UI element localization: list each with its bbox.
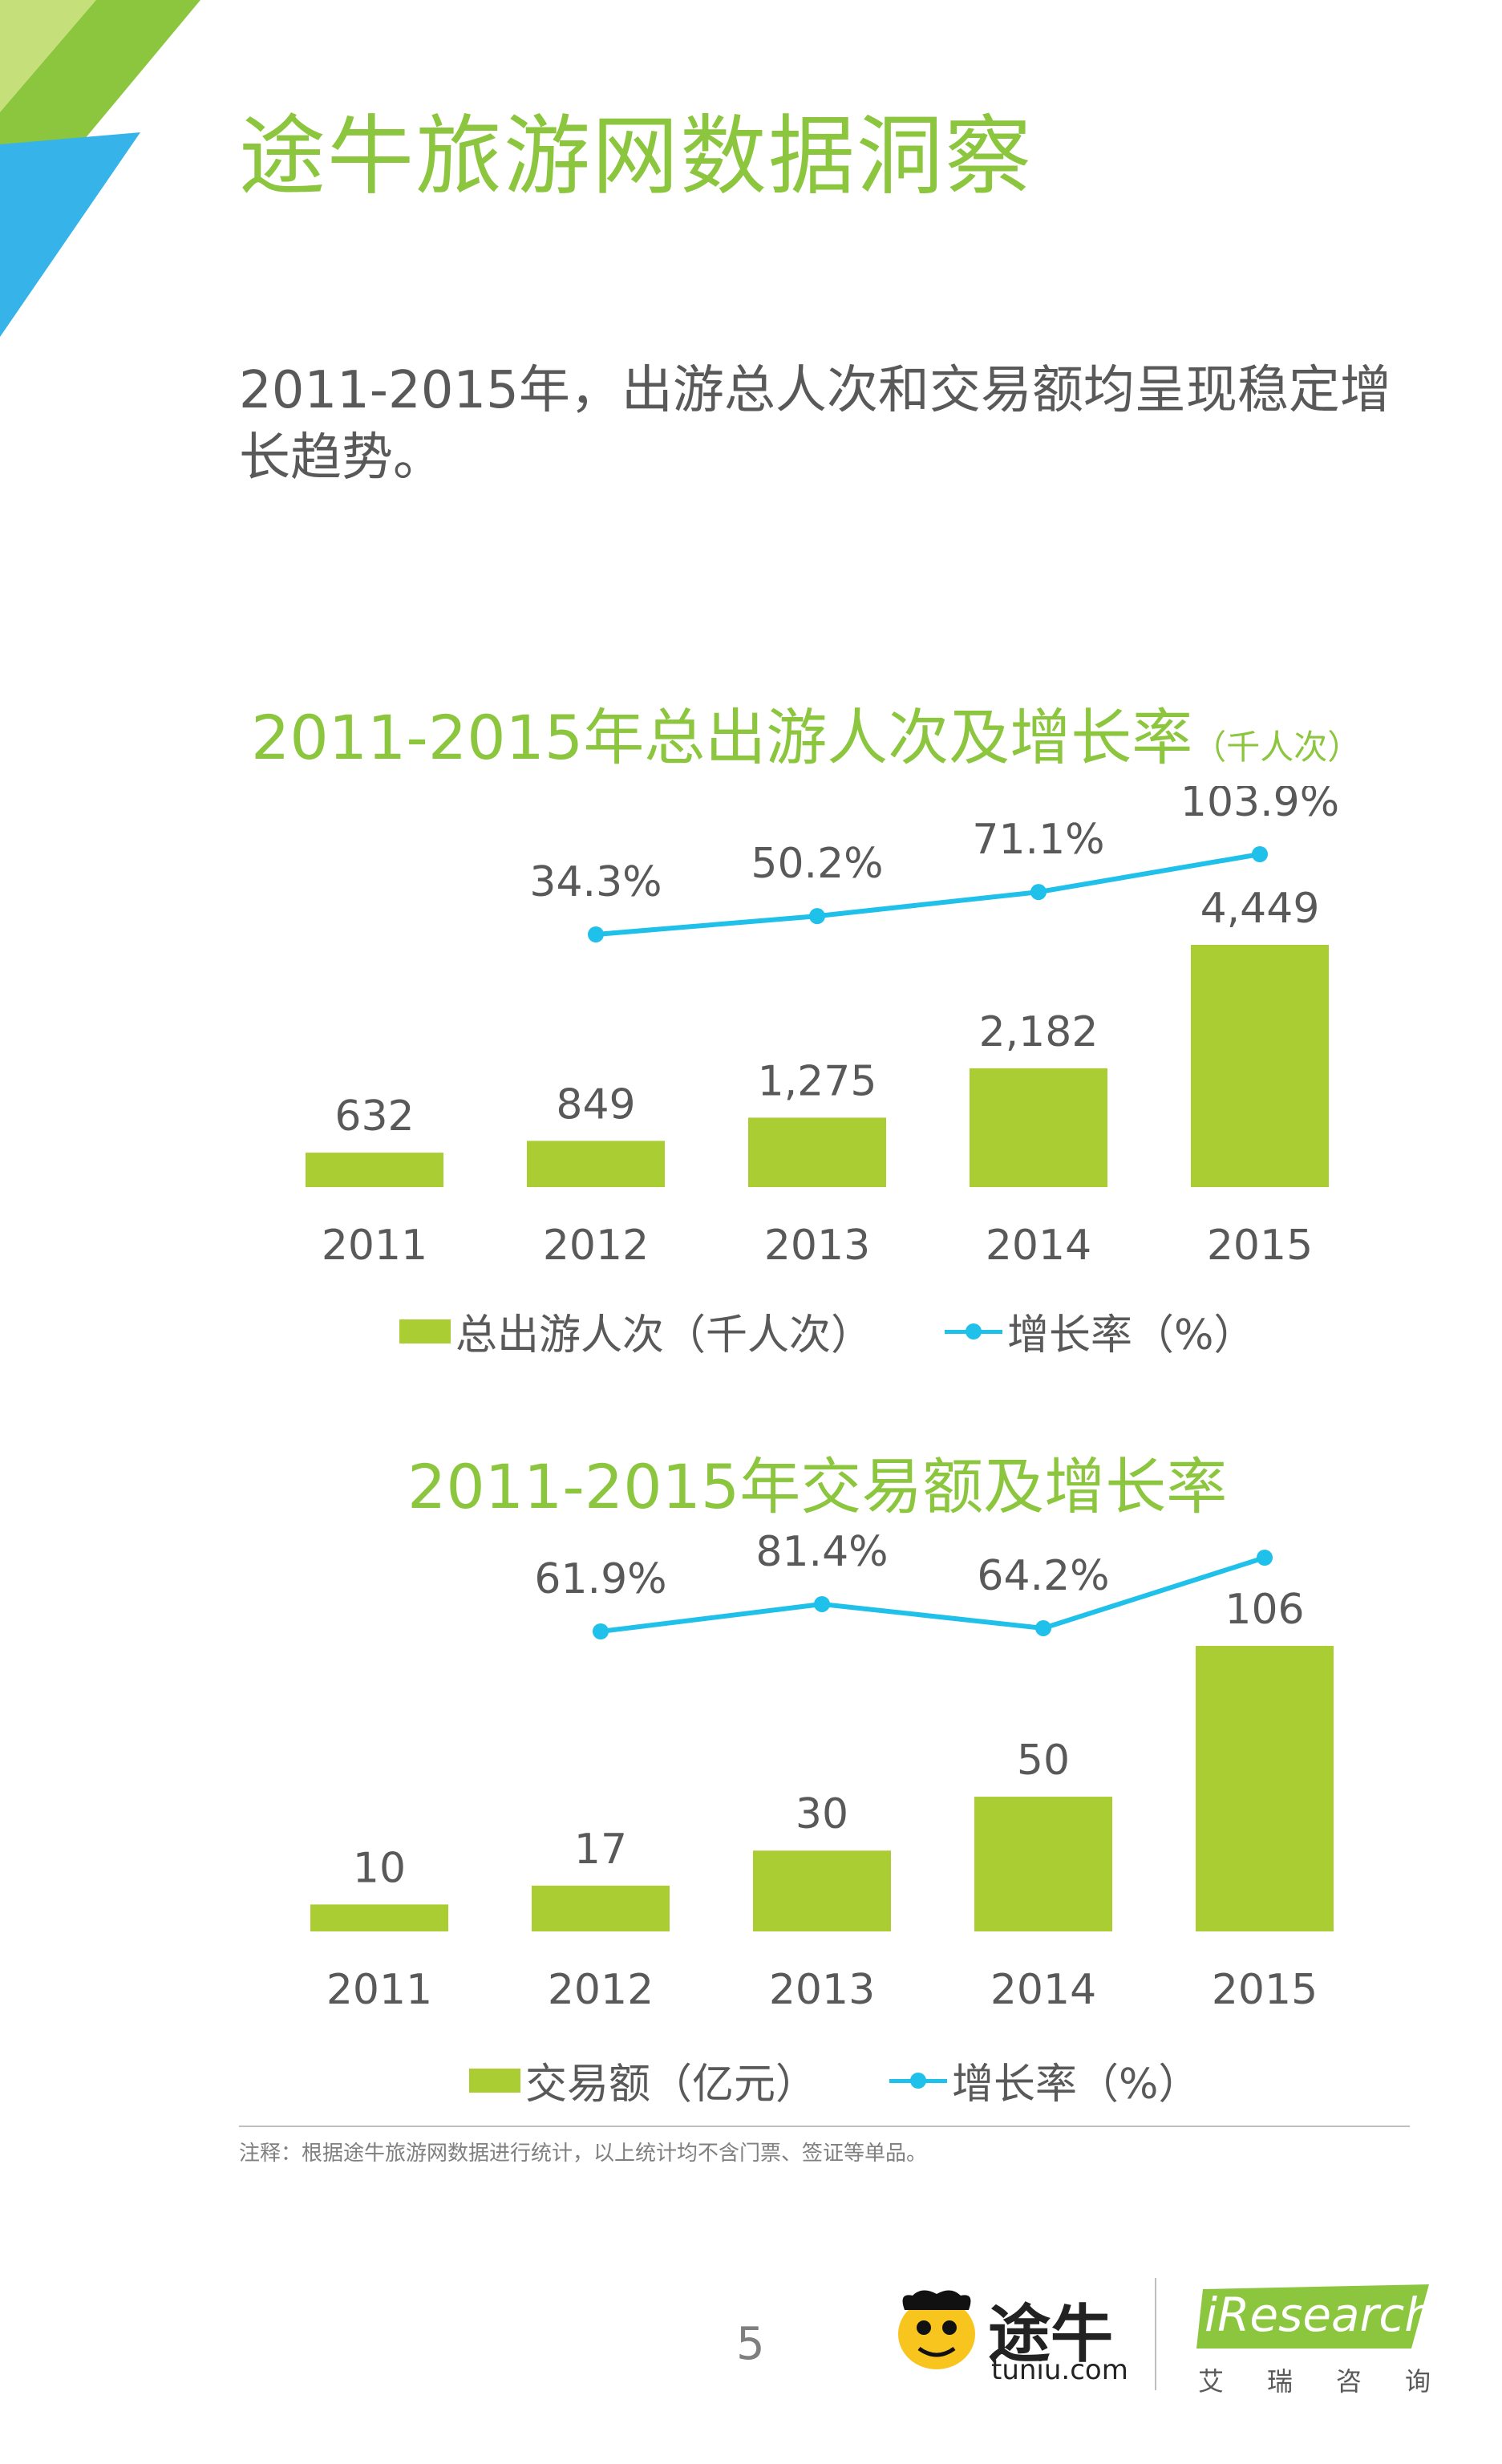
growth-rate-point [809, 908, 825, 925]
growth-rate-line [600, 1555, 1265, 1634]
footnote: 注释：根据途牛旅游网数据进行统计，以上统计均不含门票、签证等单品。 [239, 2142, 928, 2166]
bar-value-label: 17 [574, 1826, 627, 1874]
chart1-plot: 632 849 1,275 2,182 4,449 2011 2012 2013 2014 201… [306, 786, 1339, 1270]
legend-line-swatch [889, 2069, 948, 2093]
x-tick-label: 2013 [769, 1966, 875, 2014]
chart1-title-unit: （千人次） [1192, 727, 1362, 767]
x-tick-label: 2011 [326, 1966, 432, 2014]
chart2-legend-line-label: 增长率（%） [952, 2061, 1200, 2109]
bar-value-label: 4,449 [1200, 885, 1320, 933]
bar-2014 [974, 1797, 1112, 1931]
legend-line-swatch [945, 1319, 1003, 1343]
bar-2011 [310, 1904, 448, 1931]
x-tick-label: 2014 [990, 1966, 1096, 2014]
bar-value-label: 2,182 [979, 1008, 1099, 1056]
bar-value-label: 50 [1017, 1737, 1070, 1785]
page-number: 5 [736, 2318, 765, 2370]
legend-bar-swatch [399, 1319, 451, 1343]
x-tick-label: 2012 [548, 1966, 654, 2014]
growth-rate-point [593, 1623, 609, 1639]
corner-decoration [0, 0, 200, 337]
growth-rate-point [588, 926, 604, 942]
iresearch-brand-name: iResearch [1204, 2288, 1435, 2342]
x-tick-label: 2015 [1212, 1966, 1318, 2014]
page-title: 途牛旅游网数据洞察 [239, 107, 1034, 207]
growth-rate-label: 50.2% [751, 840, 883, 888]
growth-rate-label: 81.4% [755, 1528, 888, 1576]
growth-rate-point [1030, 884, 1047, 901]
bar-value-label: 632 [334, 1092, 414, 1141]
bar-2012 [527, 1141, 665, 1187]
growth-rate-line [595, 852, 1261, 937]
page-subtitle: 2011-2015年，出游总人次和交易额均呈现稳定增长趋势。 [239, 361, 1391, 488]
bar-value-label: 30 [796, 1790, 848, 1838]
legend-bar-swatch [469, 2068, 520, 2093]
chart1-legend: 总出游人次（千人次） 增长率（%） [399, 1301, 1255, 1361]
bar-2015 [1191, 945, 1329, 1187]
growth-rate-label: 34.3% [529, 858, 662, 906]
growth-rate-point [814, 1595, 830, 1612]
growth-rate-label: 114.6% [1185, 1524, 1344, 1530]
chart2-plot: 10 17 30 50 106 2011 2012 2013 2014 2015 61.9% 81.4… [310, 1524, 1344, 2014]
growth-rate-label: 103.9% [1180, 786, 1339, 826]
tuniu-brand-name: 途牛 [988, 2299, 1114, 2371]
x-tick-label: 2011 [322, 1222, 427, 1270]
tuniu-url: tuniu.com [991, 2354, 1128, 2386]
bar-value-label: 106 [1225, 1586, 1304, 1634]
bar-2013 [748, 1117, 886, 1187]
bar-2014 [970, 1068, 1107, 1187]
bar-value-label: 10 [353, 1844, 406, 1892]
bar-2013 [753, 1850, 891, 1931]
chart2-title: 2011-2015年交易额及增长率 [407, 1451, 1228, 1522]
bar-2015 [1196, 1646, 1334, 1931]
growth-rate-label: 71.1% [972, 816, 1104, 864]
growth-rate-point [1257, 1550, 1273, 1566]
chart1-legend-bar-label: 总出游人次（千人次） [455, 1311, 873, 1360]
x-tick-label: 2015 [1207, 1222, 1313, 1270]
growth-rate-label: 64.2% [977, 1552, 1109, 1600]
chart1-title: 2011-2015年总出游人次及增长率（千人次） [251, 688, 1361, 776]
x-tick-label: 2014 [986, 1222, 1091, 1270]
note-divider [239, 2126, 1410, 2127]
chart2-legend: 交易额（亿元） 增长率（%） [469, 2050, 1200, 2110]
iresearch-cn-name: 艾瑞咨询 [1198, 2366, 1475, 2397]
growth-rate-point [1035, 1619, 1051, 1636]
growth-rate-point [1252, 846, 1268, 862]
iresearch-logo-icon [1196, 2284, 1429, 2348]
bar-2011 [306, 1153, 443, 1187]
x-tick-label: 2012 [543, 1222, 649, 1270]
chart2-legend-bar-label: 交易额（亿元） [525, 2061, 818, 2109]
tuniu-cow-logo-icon [898, 2290, 975, 2369]
bar-2012 [532, 1885, 670, 1931]
bar-value-label: 1,275 [758, 1057, 877, 1105]
bar-value-label: 849 [556, 1080, 635, 1129]
logo-divider [1155, 2278, 1156, 2390]
growth-rate-label: 61.9% [534, 1555, 666, 1603]
chart1-legend-line-label: 增长率（%） [1007, 1311, 1256, 1360]
chart1-title-text: 2011-2015年总出游人次及增长率 [251, 702, 1193, 773]
x-tick-label: 2013 [764, 1222, 870, 1270]
